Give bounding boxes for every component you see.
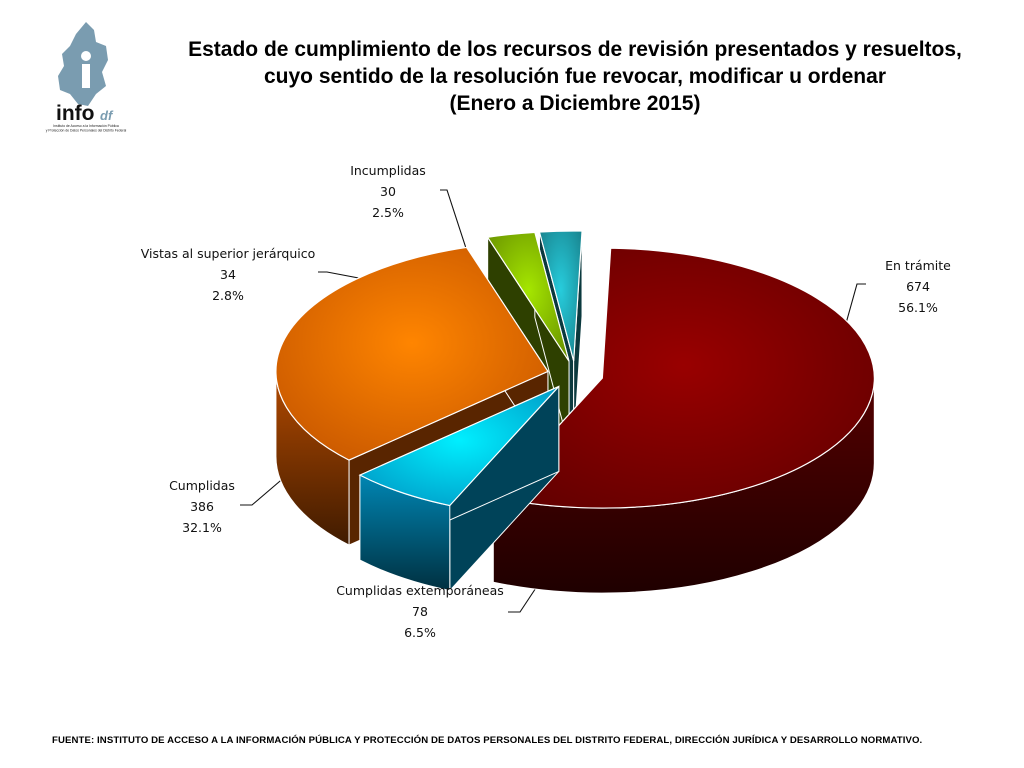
- label-name: Cumplidas: [169, 478, 235, 493]
- data-label-cumplidas-extemporaneas: Cumplidas extemporáneas 78 6.5%: [320, 580, 520, 643]
- label-value: 386: [190, 499, 214, 514]
- infodf-logo: info df Instituto de Acceso a la Informa…: [46, 22, 127, 133]
- data-label-vistas-superior: Vistas al superior jerárquico 34 2.8%: [128, 243, 328, 306]
- slice-top: [492, 247, 875, 509]
- slice-top: [538, 230, 583, 362]
- label-name: Vistas al superior jerárquico: [140, 246, 316, 261]
- label-percent: 2.8%: [212, 288, 244, 303]
- label-value: 30: [380, 184, 396, 199]
- title-line-3: (Enero a Diciembre 2015): [449, 92, 701, 115]
- data-label-en-tramite: En trámite 674 56.1%: [868, 255, 968, 318]
- label-percent: 32.1%: [182, 520, 222, 535]
- source-footnote: FUENTE: INSTITUTO DE ACCESO A LA INFORMA…: [52, 735, 923, 746]
- logo-tagline-2: y Protección de Datos Personales del Dis…: [46, 129, 127, 133]
- label-percent: 2.5%: [372, 205, 404, 220]
- slice-top: [275, 246, 549, 461]
- chart-title: Estado de cumplimiento de los recursos d…: [140, 36, 1010, 117]
- logo-tagline-1: Instituto de Acceso a la Información Púb…: [53, 124, 119, 128]
- logo-text-df: df: [100, 108, 114, 123]
- logo-text-info: info: [56, 102, 94, 125]
- label-value: 674: [906, 279, 930, 294]
- label-percent: 56.1%: [898, 300, 938, 315]
- label-value: 78: [412, 604, 428, 619]
- label-percent: 6.5%: [404, 625, 436, 640]
- title-line-2: cuyo sentido de la resolución fue revoca…: [263, 65, 886, 88]
- data-label-cumplidas: Cumplidas 386 32.1%: [152, 475, 252, 538]
- label-value: 34: [220, 267, 236, 282]
- pie-slices: [275, 230, 875, 594]
- label-name: Incumplidas: [350, 163, 426, 178]
- title-line-1: Estado de cumplimiento de los recursos d…: [188, 38, 962, 61]
- label-name: Cumplidas extemporáneas: [336, 583, 504, 598]
- slice-top: [486, 231, 570, 362]
- pie-slice-cumplidas_ext: [358, 385, 560, 592]
- slice-top: [358, 385, 560, 507]
- label-name: En trámite: [885, 258, 951, 273]
- data-label-incumplidas: Incumplidas 30 2.5%: [338, 160, 438, 223]
